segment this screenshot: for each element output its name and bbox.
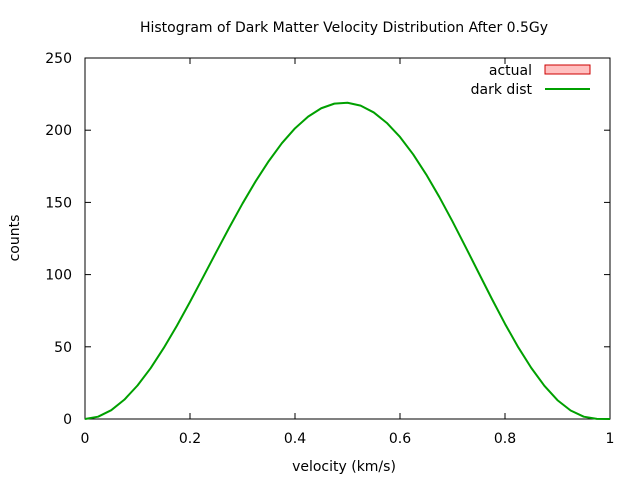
y-axis: 0 50 100 150 200 250 <box>45 51 610 428</box>
legend: actual dark dist <box>471 63 591 98</box>
chart-title: Histogram of Dark Matter Velocity Distri… <box>140 20 548 36</box>
y-tick-label: 150 <box>45 195 72 211</box>
x-tick-label: 1 <box>606 431 615 447</box>
plot-frame <box>84 57 611 420</box>
y-axis-title: counts <box>7 215 23 262</box>
legend-label-dark-dist: dark dist <box>471 82 533 98</box>
x-axis: 0 0.2 0.4 0.6 0.8 1 <box>81 58 615 447</box>
y-tick-label: 50 <box>54 340 72 356</box>
series-line-dark-dist <box>84 101 611 420</box>
y-tick-label: 200 <box>45 123 72 139</box>
x-tick-label: 0.8 <box>494 431 516 447</box>
x-tick-label: 0.6 <box>389 431 411 447</box>
legend-swatch-actual <box>544 64 591 75</box>
y-tick-label: 0 <box>63 412 72 428</box>
x-tick-label: 0 <box>81 431 90 447</box>
x-axis-title: velocity (km/s) <box>292 459 396 475</box>
legend-label-actual: actual <box>489 63 532 79</box>
plot-area <box>84 101 611 420</box>
y-tick-label: 250 <box>45 51 72 67</box>
x-tick-label: 0.2 <box>179 431 201 447</box>
y-tick-label: 100 <box>45 268 72 284</box>
x-tick-label: 0.4 <box>284 431 306 447</box>
